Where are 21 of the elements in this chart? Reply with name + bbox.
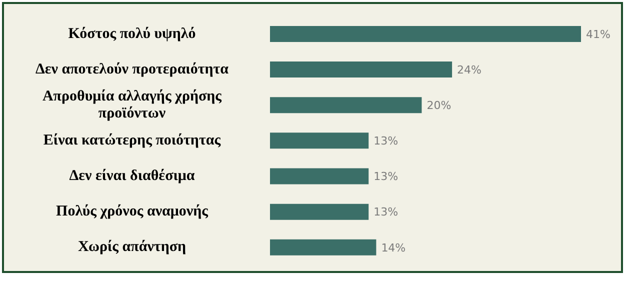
y-tick-label: Κόστος πολύ υψηλό bbox=[68, 26, 196, 42]
bar bbox=[270, 62, 452, 78]
data-label: 14% bbox=[381, 241, 406, 254]
data-label: 41% bbox=[586, 28, 610, 41]
data-label: 24% bbox=[457, 63, 482, 76]
data-label: 20% bbox=[426, 99, 452, 112]
bar bbox=[270, 132, 369, 149]
bar bbox=[270, 26, 581, 42]
bar bbox=[270, 239, 376, 256]
y-tick-label: Είναι κατώτερης ποιότητας bbox=[43, 132, 222, 148]
y-tick-label: Πολύς χρόνος αναμονής bbox=[56, 204, 209, 220]
y-tick-label: Δεν είναι διαθέσιμα bbox=[69, 168, 196, 184]
bar bbox=[270, 168, 369, 184]
bar bbox=[270, 204, 369, 220]
y-tick-label: Χωρίς απάντηση bbox=[78, 239, 186, 256]
bar bbox=[270, 97, 422, 114]
data-label: 13% bbox=[374, 170, 398, 184]
data-label: 13% bbox=[374, 206, 398, 219]
y-tick-label: Απροθυμία αλλαγής χρήσης προϊόντων bbox=[42, 88, 222, 122]
data-label: 13% bbox=[374, 134, 398, 148]
y-tick-label: Δεν αποτελούν προτεραιότητα bbox=[35, 61, 230, 78]
